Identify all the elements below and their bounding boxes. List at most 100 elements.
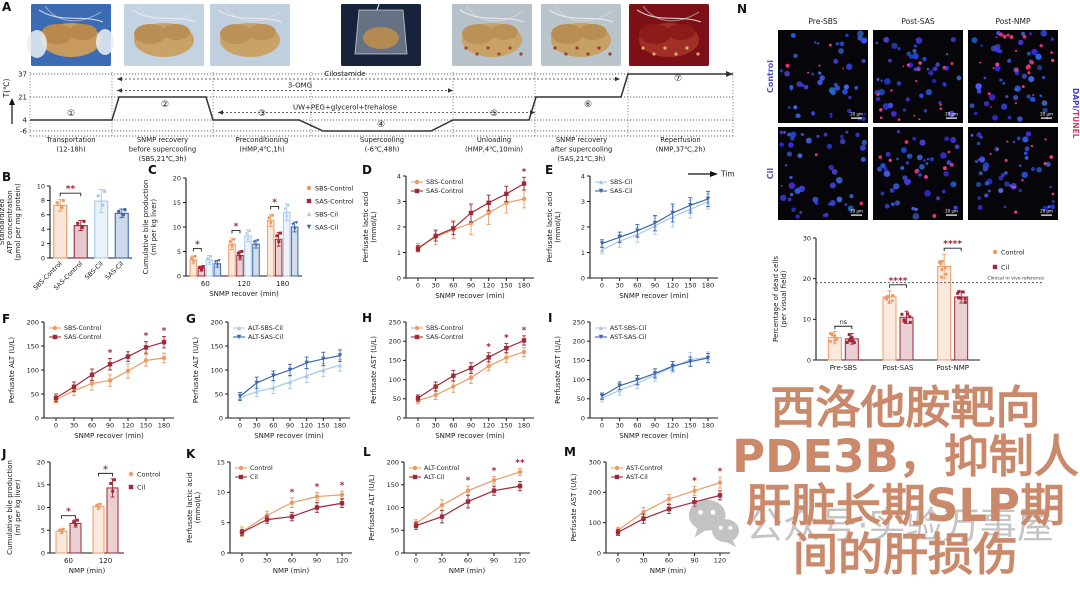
- svg-text:90: 90: [467, 282, 475, 290]
- svg-text:0: 0: [219, 414, 223, 422]
- svg-text:Time(h): Time(h): [720, 170, 735, 179]
- svg-text:(ml per kg liver): (ml per kg liver): [150, 199, 158, 256]
- svg-text:100: 100: [211, 366, 223, 374]
- svg-text:30: 30: [263, 557, 271, 565]
- svg-text:150: 150: [27, 342, 39, 350]
- svg-text:0: 0: [600, 282, 604, 290]
- svg-text:60: 60: [633, 422, 641, 430]
- svg-text:3: 3: [581, 198, 585, 206]
- svg-text:150: 150: [684, 282, 696, 290]
- panel-e-svg: 0 1 2 3 4 Perfusate lactic acid (mmol/L) SNMP r…: [546, 172, 718, 300]
- svg-text:⑦: ⑦: [674, 74, 682, 84]
- svg-text:*: *: [340, 481, 345, 491]
- svg-text:Cil: Cil: [137, 483, 145, 491]
- svg-text:****: ****: [943, 240, 962, 250]
- panel-d-svg: 0 1 2 3 4 Perfusate lactic acid (mmol/L) SNMP r…: [362, 167, 534, 300]
- svg-text:5: 5: [177, 248, 181, 256]
- svg-text:30: 30: [616, 282, 624, 290]
- svg-text:1: 1: [581, 249, 585, 257]
- svg-text:*: *: [195, 240, 200, 250]
- svg-text:0: 0: [240, 557, 244, 565]
- svg-text:180: 180: [276, 280, 289, 288]
- svg-text:120: 120: [336, 557, 348, 565]
- svg-text:50: 50: [391, 527, 399, 535]
- svg-text:100: 100: [589, 519, 601, 527]
- svg-text:*: *: [522, 167, 527, 177]
- svg-text:SAS-Control: SAS-Control: [426, 334, 464, 341]
- svg-text:30: 30: [438, 557, 446, 565]
- svg-text:4: 4: [41, 226, 45, 234]
- svg-text:SBS-Cil: SBS-Cil: [610, 179, 633, 186]
- svg-text:SBS-Cil: SBS-Cil: [84, 260, 105, 281]
- svg-text:AST-SBS-Cil: AST-SBS-Cil: [610, 325, 646, 332]
- svg-text:SBS-Control: SBS-Control: [426, 325, 463, 332]
- svg-text:60: 60: [464, 557, 472, 565]
- svg-text:100: 100: [573, 376, 585, 384]
- svg-text:Pre-SBS: Pre-SBS: [830, 364, 858, 372]
- svg-text:Perfusate ALT (U/L): Perfusate ALT (U/L): [8, 337, 16, 404]
- panel-label-i: I: [548, 311, 553, 325]
- svg-text:Perfusate lactic acid: Perfusate lactic acid: [362, 192, 370, 263]
- svg-text:Cilostamide: Cilostamide: [324, 70, 365, 78]
- svg-text:3: 3: [397, 198, 401, 206]
- svg-text:T(℃): T(℃): [2, 78, 11, 98]
- svg-text:0: 0: [416, 282, 420, 290]
- svg-text:*: *: [144, 332, 149, 342]
- svg-text:200: 200: [573, 338, 585, 346]
- svg-text:8: 8: [41, 197, 45, 205]
- svg-text:10: 10: [217, 489, 225, 497]
- svg-text:ATP concentration: ATP concentration: [6, 190, 14, 253]
- svg-text:180: 180: [702, 282, 714, 290]
- svg-text:Standardized: Standardized: [0, 199, 6, 245]
- svg-text:0: 0: [581, 414, 585, 422]
- svg-text:0: 0: [597, 549, 601, 557]
- svg-text:120: 120: [300, 422, 312, 430]
- svg-text:120: 120: [99, 557, 112, 565]
- svg-text:250: 250: [573, 318, 585, 326]
- panel-j-chart: 0 5 10 15 20 Cumulative bile production (ml pe…: [0, 450, 186, 589]
- svg-text:SAS-Control: SAS-Control: [315, 197, 354, 205]
- svg-text:150: 150: [387, 481, 399, 489]
- svg-text:90: 90: [313, 557, 321, 565]
- svg-text:200: 200: [387, 458, 399, 466]
- svg-text:(SAS,21℃,3h): (SAS,21℃,3h): [558, 155, 606, 163]
- svg-text:④: ④: [377, 120, 385, 130]
- svg-text:Clinical in vivo reference: Clinical in vivo reference: [987, 276, 1044, 282]
- svg-text:SNMP recover (min): SNMP recover (min): [435, 292, 505, 300]
- svg-text:Control: Control: [137, 470, 161, 478]
- panel-label-g: G: [186, 312, 196, 326]
- svg-text:0: 0: [221, 549, 225, 557]
- svg-text:AST-Cil: AST-Cil: [626, 474, 648, 481]
- svg-text:Unloading: Unloading: [477, 136, 511, 144]
- panel-label-m: M: [564, 445, 576, 459]
- svg-text:(mmol/L): (mmol/L): [370, 211, 378, 243]
- svg-text:150: 150: [140, 422, 152, 430]
- svg-text:Perfusate lactic acid: Perfusate lactic acid: [186, 472, 194, 543]
- panel-i-svg: 0 50 100 150 200 250 Perfusate AST (U/L) SNMP r…: [554, 318, 718, 440]
- svg-text:(SBS,21℃,3h): (SBS,21℃,3h): [139, 155, 187, 163]
- svg-text:100: 100: [389, 376, 401, 384]
- svg-text:ALT-SBS-Cil: ALT-SBS-Cil: [248, 325, 283, 332]
- svg-text:before supercooling: before supercooling: [129, 146, 196, 154]
- svg-text:AST-Control: AST-Control: [626, 465, 663, 472]
- svg-text:NMP (min): NMP (min): [273, 567, 310, 575]
- svg-text:0: 0: [414, 557, 418, 565]
- svg-text:Cil: Cil: [250, 474, 258, 481]
- svg-text:120: 120: [122, 422, 134, 430]
- svg-text:30: 30: [639, 557, 647, 565]
- svg-text:150: 150: [500, 422, 512, 430]
- svg-text:SBS-Control: SBS-Control: [315, 184, 354, 192]
- wechat-account-text: 公众号·实验万事屋: [746, 504, 1054, 547]
- svg-text:*: *: [272, 198, 277, 208]
- panel-label-f: F: [2, 312, 11, 326]
- svg-text:SNMP recover (min): SNMP recover (min): [619, 432, 689, 440]
- svg-text:SAS-Control: SAS-Control: [426, 188, 464, 195]
- svg-text:15: 15: [217, 458, 225, 466]
- svg-text:⑥: ⑥: [584, 100, 592, 110]
- panel-j-svg: 0 5 10 15 20 Cumulative bile production (ml pe…: [6, 458, 161, 575]
- panel-label-n: N: [737, 2, 748, 16]
- svg-text:*: *: [466, 476, 471, 486]
- panel-k-svg: 0 5 10 15 Perfusate lactic acid (mmol/L) NMP (…: [186, 458, 352, 575]
- svg-text:200: 200: [589, 489, 601, 497]
- svg-text:180: 180: [518, 422, 530, 430]
